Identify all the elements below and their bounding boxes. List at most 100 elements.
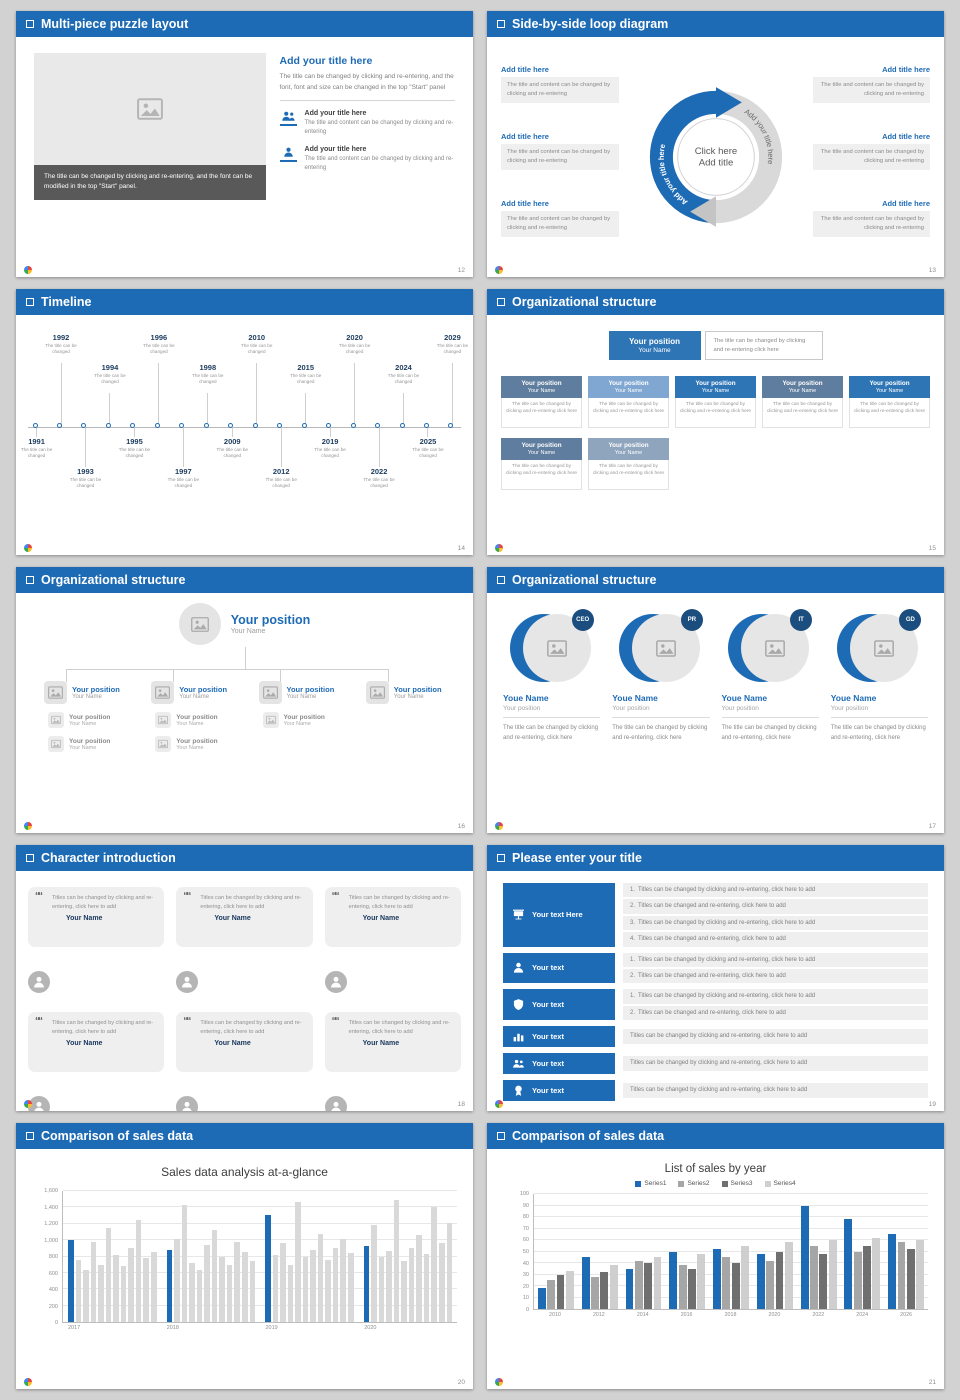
gridline — [63, 1255, 457, 1257]
image-icon — [655, 639, 676, 657]
timeline-caption: The title can be changed — [216, 447, 248, 459]
member-description: The title can be changed by clicking and… — [503, 725, 599, 742]
legend-item: Series2 — [678, 1180, 710, 1187]
org-name: Your Name — [393, 694, 424, 700]
chart-title: Sales data analysis at-a-glance — [161, 1165, 328, 1179]
image-panel: The title can be changed by clicking and… — [34, 53, 266, 265]
bar — [302, 1257, 309, 1322]
text-button[interactable]: Your text — [503, 989, 615, 1021]
timeline-year: 1993 — [77, 467, 94, 476]
bar — [863, 1245, 871, 1309]
timeline-caption: The title can be changed — [436, 343, 469, 355]
divider — [503, 717, 601, 718]
timeline-item: 1994 The title can be changed — [89, 363, 131, 386]
loop-text-block: Add title here The title and content can… — [501, 199, 619, 237]
bar-group — [622, 1194, 666, 1309]
text-button[interactable]: Your text Here — [503, 883, 615, 947]
card-text: Titles can be changed by clicking and re… — [52, 895, 154, 910]
bar — [741, 1245, 749, 1309]
org-position-box: Your position Your Name — [675, 376, 756, 398]
text-button[interactable]: Your text — [503, 1026, 615, 1048]
y-tick-label: 600 — [48, 1270, 58, 1277]
row-items: 1. Titles can be changed by clicking and… — [623, 883, 928, 947]
card-name: Your Name — [362, 915, 400, 923]
square-bullet-icon — [26, 298, 34, 306]
loop-text-block: Add title here The title and content can… — [812, 65, 930, 104]
slide-header: Organizational structure — [487, 289, 944, 315]
org-note: The title can be changed by clicking and… — [588, 460, 669, 490]
slide-sales-comparison-2[interactable]: Comparison of sales data List of sales b… — [487, 1123, 944, 1389]
loop-right-column: Add title here The title and content can… — [811, 47, 933, 267]
bar — [204, 1245, 210, 1322]
bar — [90, 1241, 97, 1322]
avatar-person-icon — [26, 969, 52, 995]
slide-org-structure-tree[interactable]: Organizational structure Your position Y… — [16, 567, 473, 833]
slide-character-introduction[interactable]: Character introduction ““ Titles can be c… — [16, 845, 473, 1111]
slide-org-structure-boxes[interactable]: Organizational structure Your position Y… — [487, 289, 944, 555]
slide-header: Please enter your title — [487, 845, 944, 871]
org-note: The title can be changed by clicking and… — [762, 398, 843, 428]
bar-group — [260, 1191, 359, 1322]
org-cell: Your position Your Name The title can be c… — [588, 376, 669, 428]
title-row: Your text 1. Titles can be changed by cli… — [503, 989, 928, 1021]
text-button[interactable]: Your text — [503, 952, 615, 984]
timeline-connector — [60, 363, 62, 427]
y-tick-label: 1,000 — [44, 1237, 58, 1244]
role-badge: PR — [680, 609, 703, 631]
row-items: Titles can be changed by clicking and re… — [623, 1026, 928, 1047]
org-subordinate: Your position Your Name — [262, 712, 352, 728]
timeline-caption: The title can be changed — [69, 477, 102, 489]
timeline-year: 2012 — [272, 467, 290, 476]
card-name: Your Name — [66, 915, 103, 923]
timeline-caption: The title can be changed — [167, 477, 200, 489]
block-title: Add title here — [501, 132, 549, 141]
org-branch-head: Your position Your Name — [258, 681, 352, 704]
image-icon — [190, 616, 209, 632]
slide-footer: 15 — [487, 541, 944, 555]
list-item: Add your title here The title and conten… — [279, 110, 455, 137]
bar — [556, 1274, 565, 1309]
brand-logo-icon — [495, 266, 503, 274]
person-icon — [279, 146, 297, 163]
slide-enter-your-title[interactable]: Please enter your title Your text Here 1.… — [487, 845, 944, 1111]
section-title: Add your title here — [279, 55, 373, 67]
text-button[interactable]: Your text — [503, 1053, 615, 1075]
member-name: Youe Name — [830, 693, 877, 703]
slide-header: Multi-piece puzzle layout — [16, 11, 473, 37]
slide-loop-diagram[interactable]: Side-by-side loop diagram Add title here… — [487, 11, 944, 277]
timeline-dot — [252, 423, 258, 428]
slide-org-structure-team[interactable]: Organizational structure CEO Youe Name You… — [487, 567, 944, 833]
org-position: Your position — [283, 713, 325, 721]
timeline-year: 2015 — [297, 363, 314, 372]
bar — [75, 1259, 82, 1322]
image-icon — [151, 681, 175, 704]
avatar-person-icon — [174, 969, 201, 995]
timeline-connector — [280, 427, 282, 467]
slide-multi-piece-puzzle[interactable]: Multi-piece puzzle layout The title can … — [16, 11, 473, 277]
loop-center-line2: Add title — [698, 158, 733, 169]
card-text: Titles can be changed by clicking and re… — [348, 1020, 450, 1035]
bar-group — [797, 1194, 841, 1309]
page-number: 20 — [457, 1378, 465, 1386]
loop-text-block: Add title here The title and content can… — [501, 65, 619, 104]
org-note: The title can be changed by clicking and… — [501, 398, 582, 428]
slide-timeline[interactable]: Timeline 1991 The title can be changed 199… — [16, 289, 473, 555]
title-row: Your text Titles can be changed by clicki… — [503, 1080, 928, 1102]
presentation-icon — [512, 908, 525, 921]
org-cell: Your position Your Name The title can be c… — [501, 438, 582, 490]
text-button[interactable]: Your text — [503, 1080, 615, 1102]
org-name: Your Name — [614, 450, 643, 456]
x-tick-label: 2012 — [592, 1312, 605, 1318]
timeline-caption: The title can be changed — [387, 373, 420, 385]
gridline — [63, 1239, 457, 1241]
connector-line — [280, 669, 282, 682]
slide-sales-comparison-1[interactable]: Comparison of sales data Sales data anal… — [16, 1123, 473, 1389]
timeline-year: 2029 — [444, 333, 461, 342]
page-number: 16 — [457, 822, 465, 830]
org-name: Your Name — [69, 744, 97, 751]
bar — [591, 1276, 599, 1309]
loop-diagram-svg: Add your title here Add your title here … — [649, 87, 782, 227]
member-name: Youe Name — [612, 693, 658, 703]
member-description: The title can be changed by clicking and… — [721, 725, 817, 742]
gridline — [534, 1227, 928, 1229]
